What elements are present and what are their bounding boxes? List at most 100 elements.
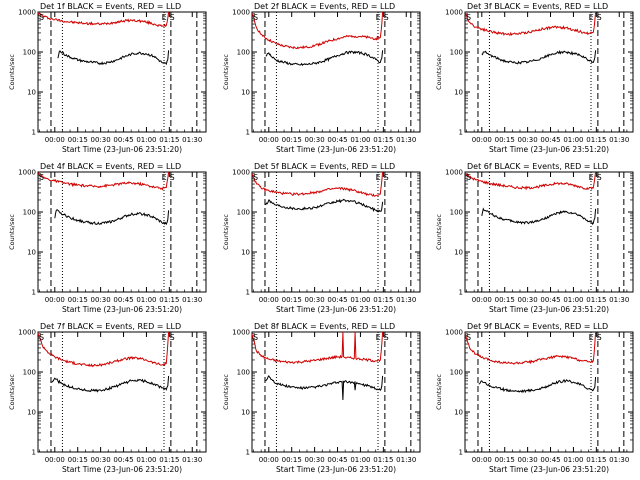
y-tick-label: 1000	[18, 329, 36, 337]
start-marker-s: S	[39, 13, 44, 22]
x-tick-label: 01:15	[586, 136, 606, 144]
x-tick-label: 01:15	[586, 456, 606, 464]
x-tick-label: 01:30	[182, 456, 202, 464]
chart-title: Det 2f BLACK = Events, RED = LLD	[254, 2, 395, 11]
lld-series-line	[37, 331, 170, 368]
y-tick-label: 1	[32, 289, 36, 297]
lld-series-line	[464, 171, 597, 191]
plot-frame	[464, 11, 634, 133]
y-tick-label: 1	[246, 449, 250, 457]
x-axis-label: Start Time (23-Jun-06 23:51:20)	[276, 145, 396, 154]
end-marker-s: S	[384, 333, 389, 342]
y-tick-label: 100	[450, 209, 463, 217]
x-axis-label: Start Time (23-Jun-06 23:51:20)	[62, 305, 182, 314]
end-marker-s: S	[384, 13, 389, 22]
y-axis-label: Counts/sec	[222, 214, 230, 250]
events-series-line	[265, 198, 384, 213]
x-tick-label: 00:45	[540, 136, 560, 144]
x-tick-label: 00:15	[282, 456, 302, 464]
end-marker-e: E	[162, 333, 167, 342]
end-marker-e: E	[376, 333, 381, 342]
x-tick-label: 01:30	[396, 456, 416, 464]
x-tick-label: 00:30	[518, 136, 538, 144]
chart-panel-3: Det 3f BLACK = Events, RED = LLD Counts/s…	[435, 2, 634, 154]
events-series-line	[481, 49, 597, 65]
x-tick-label: 00:00	[45, 136, 65, 144]
x-tick-label: 01:30	[182, 136, 202, 144]
events-series-line	[265, 50, 384, 67]
chart-title: Det 1f BLACK = Events, RED = LLD	[40, 2, 181, 11]
start-marker-s: S	[253, 13, 258, 22]
y-axis-label: Counts/sec	[435, 54, 443, 90]
start-marker-s: S	[466, 333, 471, 342]
end-marker-s: S	[170, 13, 175, 22]
x-tick-label: 01:15	[373, 456, 393, 464]
end-marker-s: S	[170, 173, 175, 182]
x-tick-label: 00:30	[518, 296, 538, 304]
y-tick-label: 1	[459, 289, 463, 297]
chart-panel-1: Det 1f BLACK = Events, RED = LLD Counts/s…	[8, 2, 207, 154]
chart-title: Det 8f BLACK = Events, RED = LLD	[254, 322, 395, 331]
chart-panel-2: Det 2f BLACK = Events, RED = LLD Counts/s…	[222, 2, 421, 154]
plot-frame	[464, 171, 634, 293]
x-tick-label: 01:15	[373, 296, 393, 304]
x-axis-label: Start Time (23-Jun-06 23:51:20)	[62, 145, 182, 154]
y-tick-label: 1000	[232, 169, 250, 177]
x-tick-label: 00:45	[540, 456, 560, 464]
y-tick-label: 1000	[232, 9, 250, 17]
y-tick-label: 10	[241, 89, 250, 97]
start-marker-s: S	[466, 13, 471, 22]
end-marker-e: E	[589, 173, 594, 182]
x-tick-label: 00:30	[305, 136, 325, 144]
events-series-line	[478, 376, 597, 394]
start-marker-s: S	[253, 333, 258, 342]
end-marker-s: S	[597, 333, 602, 342]
plot-frame	[37, 171, 207, 293]
lld-series-line	[251, 11, 384, 50]
x-tick-label: 00:00	[472, 296, 492, 304]
y-tick-label: 1	[459, 129, 463, 137]
x-tick-label: 01:00	[563, 456, 583, 464]
y-tick-label: 10	[241, 249, 250, 257]
y-axis-label: Counts/sec	[222, 54, 230, 90]
y-tick-label: 100	[23, 49, 36, 57]
chart-panel-7: Det 7f BLACK = Events, RED = LLD Counts/s…	[8, 322, 207, 474]
chart-panel-8: Det 8f BLACK = Events, RED = LLD Counts/s…	[222, 322, 421, 474]
events-series-line	[57, 50, 170, 66]
y-tick-label: 10	[27, 409, 36, 417]
x-tick-label: 01:00	[350, 136, 370, 144]
y-tick-label: 100	[237, 369, 250, 377]
y-tick-label: 1000	[445, 169, 463, 177]
x-tick-label: 00:00	[259, 296, 279, 304]
y-tick-label: 10	[27, 249, 36, 257]
chart-panel-6: Det 6f BLACK = Events, RED = LLD Counts/s…	[435, 162, 634, 314]
chart-title: Det 3f BLACK = Events, RED = LLD	[467, 2, 608, 11]
y-tick-label: 1000	[232, 329, 250, 337]
y-axis-label: Counts/sec	[435, 214, 443, 250]
lld-series-line	[251, 171, 384, 197]
lld-series-line	[37, 11, 170, 28]
y-tick-label: 1000	[18, 9, 36, 17]
lld-series-line	[464, 331, 597, 365]
x-tick-label: 01:15	[159, 456, 179, 464]
start-marker-s: S	[466, 173, 471, 182]
x-tick-label: 00:15	[495, 456, 515, 464]
x-tick-label: 01:00	[136, 296, 156, 304]
y-tick-label: 10	[454, 249, 463, 257]
start-marker-s: S	[253, 173, 258, 182]
start-marker-s: S	[39, 173, 44, 182]
x-axis-label: Start Time (23-Jun-06 23:51:20)	[62, 465, 182, 474]
x-tick-label: 00:30	[91, 296, 111, 304]
chart-panel-4: Det 4f BLACK = Events, RED = LLD Counts/s…	[8, 162, 207, 314]
events-series-line	[265, 374, 384, 401]
x-tick-label: 01:30	[182, 296, 202, 304]
lld-series-line	[251, 331, 384, 364]
x-tick-label: 00:15	[495, 296, 515, 304]
y-axis-label: Counts/sec	[8, 54, 16, 90]
x-tick-label: 01:30	[609, 296, 629, 304]
y-tick-label: 1	[32, 449, 36, 457]
chart-title: Det 6f BLACK = Events, RED = LLD	[467, 162, 608, 171]
lld-series-line	[37, 171, 170, 191]
y-tick-label: 10	[454, 409, 463, 417]
y-axis-label: Counts/sec	[8, 374, 16, 410]
